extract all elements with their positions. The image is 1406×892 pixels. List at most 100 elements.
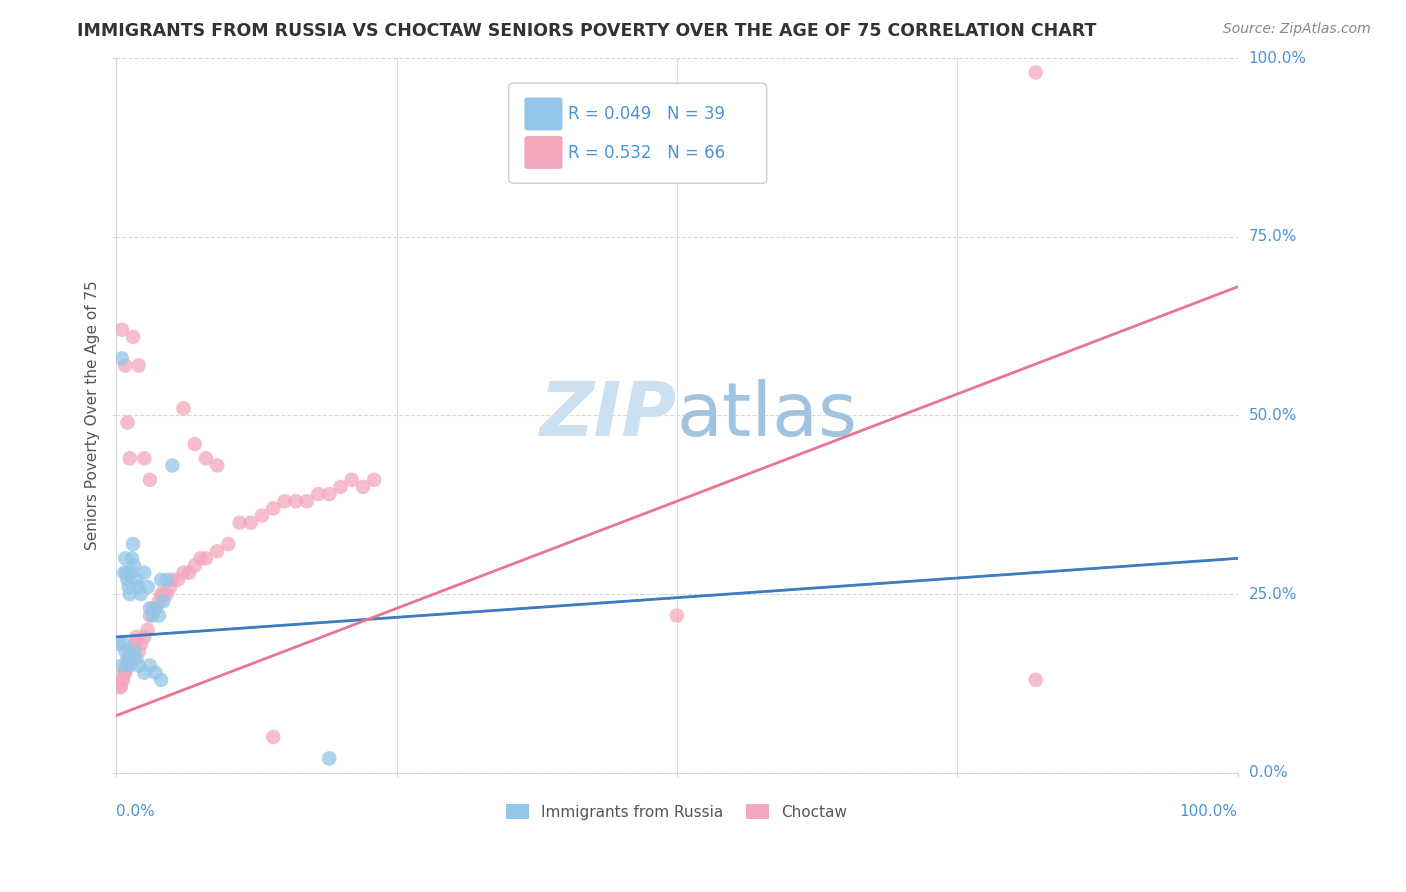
Point [118, 658, 141, 673]
Point [295, 494, 318, 508]
Point [141, 608, 163, 623]
Point [239, 516, 262, 530]
Point [184, 558, 207, 573]
Point [117, 651, 139, 665]
Text: Source: ZipAtlas.com: Source: ZipAtlas.com [1223, 22, 1371, 37]
Text: 50.0%: 50.0% [1249, 408, 1296, 423]
Point [307, 487, 329, 501]
Point [136, 580, 159, 594]
Point [139, 601, 162, 615]
Point [125, 573, 148, 587]
Y-axis label: Seniors Poverty Over the Age of 75: Seniors Poverty Over the Age of 75 [86, 281, 100, 550]
Point [115, 658, 138, 673]
Point [162, 573, 184, 587]
Point [117, 651, 139, 665]
Point [173, 566, 195, 580]
Point [108, 637, 131, 651]
Point [118, 587, 141, 601]
Text: ZIP: ZIP [540, 379, 676, 452]
Point [156, 587, 179, 601]
Point [228, 516, 250, 530]
Point [139, 608, 162, 623]
Point [122, 644, 145, 658]
Point [112, 637, 135, 651]
Point [129, 587, 152, 601]
Point [122, 637, 145, 651]
Point [117, 573, 139, 587]
Point [139, 658, 162, 673]
Point [145, 601, 167, 615]
Point [148, 608, 170, 623]
Point [1025, 673, 1047, 687]
Point [167, 573, 190, 587]
FancyBboxPatch shape [524, 136, 562, 169]
Point [150, 587, 173, 601]
Point [134, 665, 156, 680]
Point [111, 323, 134, 337]
Point [205, 544, 228, 558]
Point [111, 658, 134, 673]
Point [128, 580, 150, 594]
Point [194, 551, 217, 566]
Point [125, 630, 148, 644]
Point [128, 359, 150, 373]
Text: R = 0.049   N = 39: R = 0.049 N = 39 [568, 105, 725, 123]
Point [125, 651, 148, 665]
Text: atlas: atlas [676, 379, 858, 452]
Point [114, 359, 136, 373]
Point [156, 573, 179, 587]
Point [318, 487, 340, 501]
Point [173, 401, 195, 416]
Point [179, 566, 201, 580]
Point [150, 673, 173, 687]
Point [162, 458, 184, 473]
Point [122, 558, 145, 573]
Point [329, 480, 352, 494]
Point [110, 680, 132, 694]
Point [122, 651, 145, 665]
Point [121, 551, 143, 566]
Point [111, 673, 134, 687]
Point [152, 594, 174, 608]
Point [108, 680, 131, 694]
Point [184, 437, 207, 451]
Point [139, 473, 162, 487]
Point [284, 494, 307, 508]
Point [112, 566, 135, 580]
Point [120, 644, 142, 658]
Text: IMMIGRANTS FROM RUSSIA VS CHOCTAW SENIORS POVERTY OVER THE AGE OF 75 CORRELATION: IMMIGRANTS FROM RUSSIA VS CHOCTAW SENIOR… [77, 22, 1097, 40]
Point [273, 494, 295, 508]
Point [152, 587, 174, 601]
Text: 25.0%: 25.0% [1249, 587, 1296, 601]
Point [121, 644, 143, 658]
Point [205, 458, 228, 473]
Point [141, 601, 163, 615]
Point [318, 751, 340, 765]
Point [217, 537, 239, 551]
Point [117, 580, 139, 594]
Point [114, 665, 136, 680]
Point [352, 480, 374, 494]
Point [120, 566, 142, 580]
Point [114, 551, 136, 566]
Point [1025, 65, 1047, 79]
Point [136, 623, 159, 637]
Point [190, 551, 212, 566]
Point [115, 566, 138, 580]
Text: 100.0%: 100.0% [1249, 51, 1306, 66]
Point [114, 644, 136, 658]
Point [117, 658, 139, 673]
Point [665, 608, 688, 623]
Point [121, 651, 143, 665]
Point [159, 580, 181, 594]
Point [363, 473, 385, 487]
Point [111, 673, 134, 687]
Point [134, 451, 156, 466]
Point [124, 637, 146, 651]
Point [117, 416, 139, 430]
Point [145, 601, 167, 615]
Point [150, 573, 173, 587]
Point [148, 594, 170, 608]
Text: 0.0%: 0.0% [117, 804, 155, 819]
Point [122, 330, 145, 344]
